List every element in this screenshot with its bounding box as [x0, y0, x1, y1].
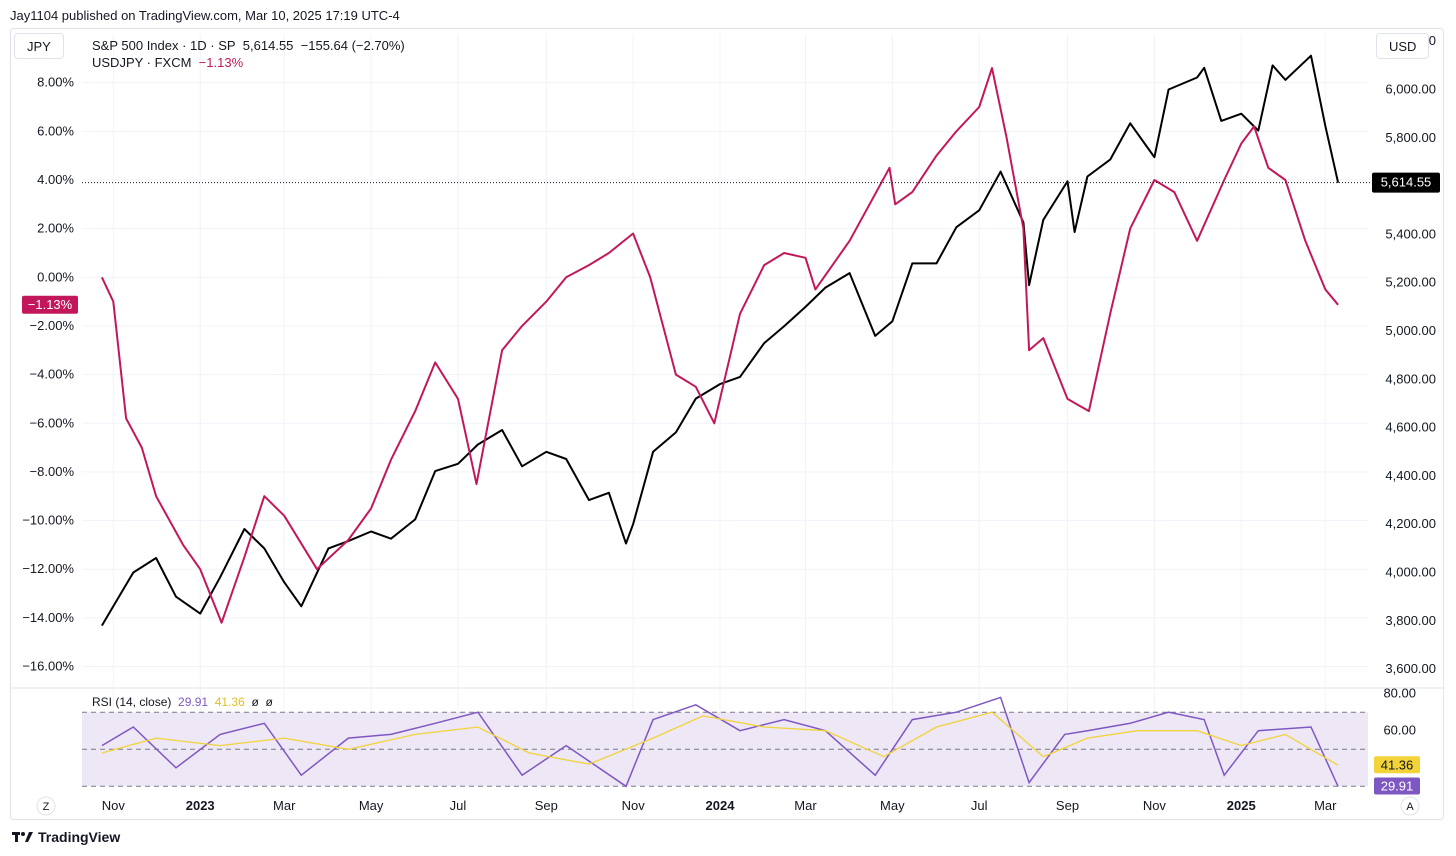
right-axis-tick-label: 5,000.00 [1385, 323, 1436, 338]
legend-spx-name: S&P 500 Index · 1D · SP [92, 38, 236, 53]
right-axis-tick-label: 5,400.00 [1385, 226, 1436, 241]
legend-usdjpy: USDJPY · FXCM −1.13% [92, 54, 243, 71]
rsi-ma-line [101, 711, 1339, 766]
time-tick-label: Sep [1056, 798, 1079, 813]
left-axis-tick-label: 2.00% [37, 221, 74, 236]
rsi-axis-tick-label: 80.00 [1383, 686, 1416, 701]
rsi-legend-name: RSI (14, close) [92, 695, 172, 709]
legend-usdjpy-change: −1.13% [198, 55, 244, 70]
auto-scale-a-button[interactable]: A [1400, 796, 1420, 816]
right-axis-tick-label: 3,800.00 [1385, 613, 1436, 628]
auto-scale-a-button-circle [1400, 796, 1420, 816]
time-tick-label: Mar [273, 798, 296, 813]
auto-scale-a-button-label: A [1406, 801, 1414, 813]
time-tick-label: 2025 [1227, 798, 1256, 813]
rsi-line [101, 696, 1339, 788]
right-axis: 6,200.006,000.005,800.005,600.005,400.00… [1385, 33, 1436, 676]
usdjpy-last-value-badge [22, 295, 78, 314]
chart-frame [10, 28, 1444, 820]
time-tick-label: 2024 [706, 798, 736, 813]
time-tick-label: Nov [622, 798, 646, 813]
series-line-s-p-500-index [101, 54, 1340, 627]
left-axis-tick-label: −12.00% [22, 561, 74, 576]
time-tick-label: Nov [102, 798, 126, 813]
rsi-value-badge [1374, 777, 1420, 795]
rsi-ma-value-badge [1374, 756, 1420, 774]
right-axis-tick-label: 5,800.00 [1385, 130, 1436, 145]
left-axis-tick-label: −6.00% [30, 415, 75, 430]
rsi-pane: 80.00 60.00 41.36 29.91 [82, 686, 1420, 795]
right-axis-tick-label: 6,000.00 [1385, 82, 1436, 97]
spx-last-value-badge [1372, 172, 1440, 193]
right-axis-tick-label: 4,000.00 [1385, 565, 1436, 580]
time-tick-label: 2023 [186, 798, 215, 813]
right-scale-button[interactable]: USD [1376, 33, 1430, 59]
time-tick-label: Mar [794, 798, 817, 813]
time-tick-label: Jul [971, 798, 988, 813]
auto-scale-z-button-circle [36, 796, 56, 816]
rsi-legend-value: 29.91 [178, 695, 209, 709]
legend-usdjpy-name: USDJPY · FXCM [92, 55, 192, 70]
left-axis-tick-label: −4.00% [30, 367, 75, 382]
auto-scale-z-button[interactable]: Z [36, 796, 56, 816]
rsi-legend: RSI (14, close) 29.91 41.36 ø ø [92, 695, 273, 709]
time-tick-label: Nov [1143, 798, 1167, 813]
left-axis-tick-label: −2.00% [30, 318, 75, 333]
tradingview-logo-icon [12, 832, 33, 842]
series-line-usdjpy [100, 67, 1339, 624]
right-axis-tick-label: 3,600.00 [1385, 661, 1436, 676]
spx-last-value-text: 5,614.55 [1381, 175, 1432, 190]
auto-scale-z-button-label: Z [43, 801, 50, 813]
right-axis-tick-label: 4,200.00 [1385, 516, 1436, 531]
right-axis-tick-label: 4,800.00 [1385, 371, 1436, 386]
legend-spx-change: −155.64 (−2.70%) [300, 38, 405, 53]
rsi-legend-extra-2: ø [265, 695, 273, 709]
last-value-labels: 5,614.55 −1.13% [22, 172, 1440, 314]
legend-spx-value: 5,614.55 [242, 38, 294, 53]
left-axis-tick-label: 0.00% [37, 269, 74, 284]
left-axis-tick-label: 4.00% [37, 172, 74, 187]
legend-spx: S&P 500 Index · 1D · SP 5,614.55 −155.64… [92, 37, 405, 54]
publisher-line: Jay1104 published on TradingView.com, Ma… [10, 8, 400, 23]
left-axis-tick-label: −16.00% [22, 659, 74, 674]
rsi-axis-tick-label: 60.00 [1383, 723, 1416, 738]
left-axis-tick-label: 6.00% [37, 123, 74, 138]
rsi-legend-extra-1: ø [251, 695, 259, 709]
left-scale-button[interactable]: JPY [14, 33, 64, 59]
left-axis-tick-label: −10.00% [22, 513, 74, 528]
time-axis: Nov 2023 Mar May Jul Sep Nov 2024 Mar May Jul Sep No… [36, 796, 1420, 816]
tradingview-logo[interactable]: TradingView [12, 829, 120, 845]
rsi-value-text: 29.91 [1381, 778, 1414, 793]
right-axis-tick-label: 4,400.00 [1385, 468, 1436, 483]
right-axis-tick-label: 5,200.00 [1385, 275, 1436, 290]
rsi-legend-ma-value: 41.36 [214, 695, 245, 709]
time-tick-label: May [880, 798, 905, 813]
time-tick-label: Jul [450, 798, 467, 813]
brand-text: TradingView [38, 829, 121, 845]
time-tick-label: May [359, 798, 384, 813]
right-axis-tick-label: 4,600.00 [1385, 420, 1436, 435]
main-series [100, 54, 1340, 627]
usdjpy-last-value-text: −1.13% [28, 297, 73, 312]
rsi-ma-value-text: 41.36 [1381, 757, 1414, 772]
grid [11, 34, 1443, 790]
time-tick-label: Mar [1314, 798, 1337, 813]
left-axis-tick-label: 8.00% [37, 75, 74, 90]
time-tick-label: Sep [535, 798, 558, 813]
left-axis: 8.00% 6.00% 4.00% 2.00% 0.00% −2.00% −4.00% −6.… [22, 75, 74, 674]
left-axis-tick-label: −14.00% [22, 610, 74, 625]
left-axis-tick-label: −8.00% [30, 464, 75, 479]
